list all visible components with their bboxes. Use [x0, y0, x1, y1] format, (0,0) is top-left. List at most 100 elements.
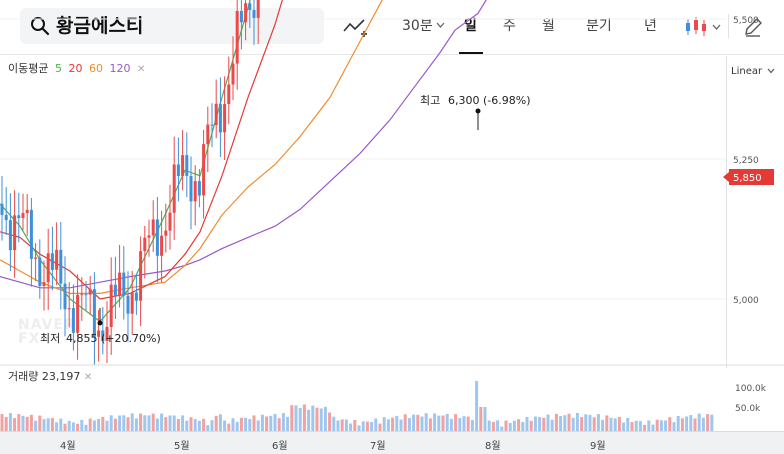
volume-bar — [563, 415, 567, 431]
candle-body — [88, 289, 92, 295]
current-price-tag — [729, 169, 774, 185]
volume-bar — [155, 418, 159, 431]
volume-bar — [617, 417, 621, 431]
candle-body — [160, 235, 164, 256]
candle-body — [17, 215, 21, 219]
volume-bar — [101, 417, 105, 431]
volume-bar — [17, 414, 21, 431]
volume-bar — [676, 416, 680, 431]
volume-bar — [113, 418, 117, 431]
volume-bar — [458, 418, 462, 431]
high-value: 6,300 (-6.98%) — [448, 94, 530, 107]
price-tick-label: 5,250 — [733, 156, 759, 166]
candle-body — [34, 257, 38, 259]
volume-bar — [71, 422, 75, 431]
volume-bar — [273, 413, 277, 431]
volume-bar — [55, 422, 59, 431]
ma20-label: 20 — [68, 62, 83, 75]
volume-bar — [672, 422, 676, 431]
timeframe-month[interactable]: 월 — [542, 18, 555, 34]
candle-body — [55, 249, 59, 270]
candle-body — [206, 124, 210, 145]
timeframe-day[interactable]: 일 — [464, 18, 477, 34]
chevron-down-icon[interactable] — [436, 22, 445, 29]
timeframe-year[interactable]: 년 — [644, 18, 657, 34]
volume-bar — [59, 418, 63, 431]
timeframe-quarter[interactable]: 분기 — [586, 18, 612, 34]
active-timeframe-indicator — [459, 52, 483, 54]
candle-type-icon[interactable] — [683, 14, 709, 40]
scale-mode-button[interactable]: Linear — [731, 66, 775, 77]
chevron-down-icon[interactable] — [712, 24, 721, 31]
candle-body — [126, 295, 130, 314]
candle-body — [172, 164, 176, 213]
volume-bar — [185, 420, 189, 431]
timeframe-week[interactable]: 주 — [503, 18, 516, 34]
volume-bar — [525, 417, 529, 431]
volume-bar — [311, 405, 315, 431]
volume-bar — [332, 416, 336, 431]
pencil-icon[interactable] — [740, 14, 766, 40]
volume-bar — [139, 413, 143, 431]
volume-bar — [8, 413, 12, 431]
volume-tick-label: 50.0k — [735, 404, 761, 414]
volume-bar — [626, 418, 630, 431]
volume-bar — [433, 413, 437, 431]
volume-bar — [365, 421, 369, 431]
volume-bar — [601, 419, 605, 431]
volume-bar — [307, 409, 311, 431]
volume-bar — [13, 418, 17, 431]
volume-bar — [664, 420, 668, 431]
month-label-aug: 8월 — [485, 441, 501, 452]
volume-bar — [386, 419, 390, 431]
candle-body — [155, 219, 159, 256]
close-icon[interactable]: ✕ — [83, 372, 93, 383]
volume-bar — [529, 420, 533, 431]
volume-bar — [487, 420, 491, 431]
price-tick-label: 5,000 — [733, 296, 759, 306]
candle-body — [122, 272, 126, 296]
volume-bar — [470, 419, 474, 431]
volume-bar — [4, 417, 8, 431]
candle-body — [29, 209, 33, 259]
volume-bar — [517, 419, 521, 431]
candle-body — [59, 249, 63, 284]
volume-bar — [449, 418, 453, 431]
volume-bar — [466, 416, 470, 431]
candle-body — [185, 155, 189, 176]
candle-body — [84, 294, 88, 296]
high-label: 최고 — [420, 94, 440, 107]
ma60-label: 60 — [88, 62, 103, 75]
close-icon[interactable]: ✕ — [136, 64, 146, 75]
volume-bar — [567, 413, 571, 431]
volume-bar — [412, 414, 416, 431]
candle-body — [218, 103, 222, 133]
scale-mode-label: Linear — [731, 66, 763, 77]
draw-line-icon[interactable] — [342, 14, 368, 40]
candle-body — [181, 155, 185, 176]
stock-search-box[interactable]: 황금에스티 — [20, 8, 324, 44]
volume-bar — [0, 414, 4, 431]
volume-bar — [609, 417, 613, 431]
volume-bar — [252, 415, 256, 431]
volume-bar — [479, 407, 483, 431]
volume-bar — [550, 419, 554, 431]
volume-bar — [445, 413, 449, 431]
chart-toolbar: 황금에스티 30분 일 주 월 분기 년 — [0, 0, 784, 55]
volume-bar — [542, 417, 546, 431]
volume-bar — [491, 422, 495, 431]
volume-bar — [143, 415, 147, 431]
volume-bar — [634, 420, 638, 431]
volume-bar — [575, 413, 579, 431]
timeframe-30min[interactable]: 30분 — [402, 18, 433, 34]
candle-body — [231, 63, 235, 85]
volume-bar — [181, 415, 185, 431]
volume-bar — [588, 414, 592, 431]
candle-body — [4, 214, 8, 221]
volume-bar — [105, 420, 109, 431]
volume-bar — [164, 417, 168, 431]
candle-body — [13, 215, 17, 251]
volume-bar — [378, 423, 382, 431]
volume-bar — [244, 417, 248, 431]
volume-bar — [554, 413, 558, 431]
